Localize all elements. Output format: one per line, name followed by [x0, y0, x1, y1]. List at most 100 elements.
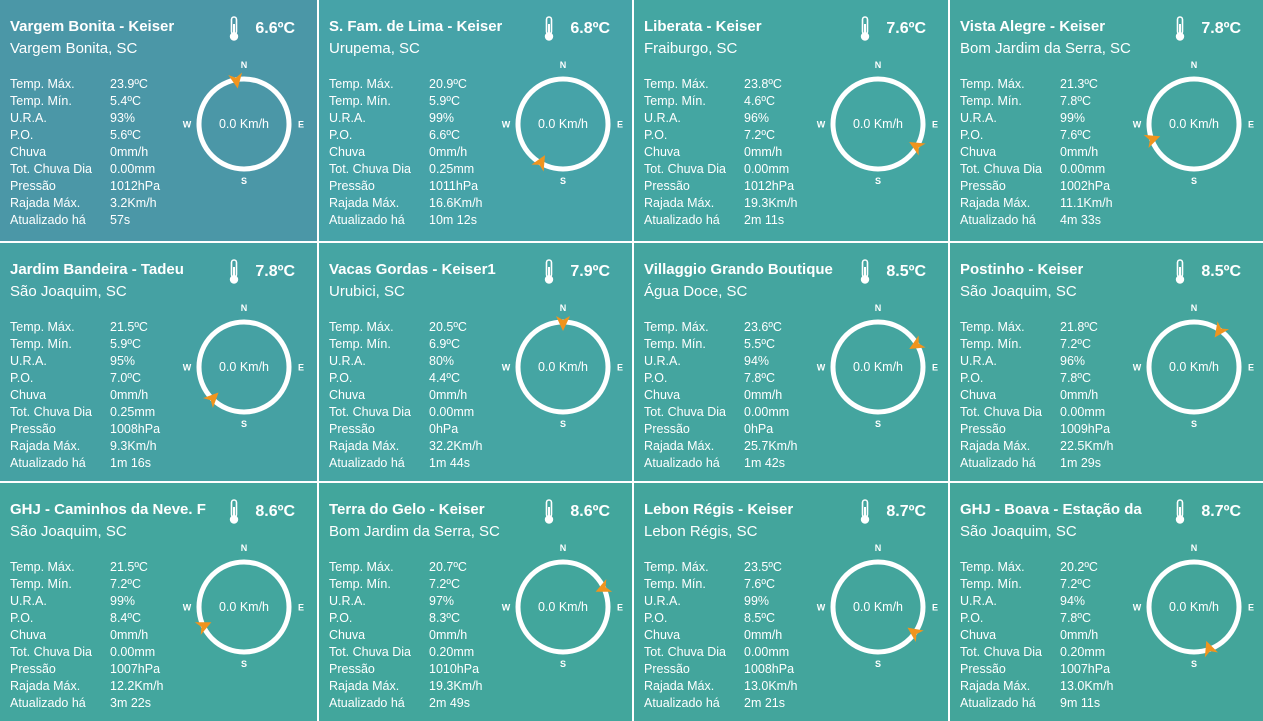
stat-value: 0mm/h: [1060, 145, 1099, 159]
station-card[interactable]: GHJ - Caminhos da Neve. F São Joaquim, SC…: [0, 483, 317, 721]
compass-label-w: W: [183, 120, 192, 130]
station-title[interactable]: Lebon Régis - Keiser: [644, 501, 794, 518]
compass-label-s: S: [241, 176, 247, 186]
stat-label: Temp. Máx.: [960, 320, 1025, 334]
station-title[interactable]: Vacas Gordas - Keiser1: [329, 261, 496, 278]
compass-label-w: W: [817, 603, 826, 613]
stat-label: Atualizado há: [10, 696, 86, 710]
stat-label: Pressão: [329, 422, 375, 436]
temperature-display: 8.6ºC: [223, 499, 295, 525]
stat-row: Rajada Máx. 16.6Km/h: [329, 195, 483, 212]
wind-speed: 0.0 Km/h: [538, 360, 588, 374]
stat-label: Temp. Máx.: [10, 77, 75, 91]
compass-ring: [1146, 76, 1242, 172]
stat-value: 0.00mm: [110, 162, 156, 176]
stat-row: Chuva 0mm/h: [10, 627, 164, 644]
station-title[interactable]: Terra do Gelo - Keiser: [329, 501, 485, 518]
station-card[interactable]: Lebon Régis - Keiser Lebon Régis, SC 8.7ºC…: [634, 483, 948, 721]
station-card[interactable]: Terra do Gelo - Keiser Bom Jardim da Serr…: [319, 483, 632, 721]
stat-value: 99%: [1060, 111, 1086, 125]
stat-row: U.R.A. 96%: [960, 353, 1114, 370]
stat-value: 5.4ºC: [110, 94, 141, 108]
stat-label: Rajada Máx.: [10, 196, 81, 210]
station-card[interactable]: Liberata - Keiser Fraiburgo, SC 7.6ºC Temp.…: [634, 0, 948, 241]
station-title[interactable]: S. Fam. de Lima - Keiser: [329, 18, 503, 35]
stat-label: U.R.A.: [329, 111, 366, 125]
temperature-display: 7.8ºC: [223, 259, 295, 285]
stat-row: Tot. Chuva Dia 0.00mm: [644, 161, 798, 178]
stat-row: Temp. Mín. 5.4ºC: [10, 93, 160, 110]
station-title[interactable]: Postinho - Keiser: [960, 261, 1084, 278]
station-card[interactable]: GHJ - Boava - Estação da São Joaquim, SC 8…: [950, 483, 1263, 721]
compass-ring: [830, 76, 926, 172]
compass-label-e: E: [1248, 363, 1254, 373]
station-stats: Temp. Máx. 21.5ºC Temp. Mín. 5.9ºC U.R.A. 95%…: [10, 319, 160, 472]
compass-label-w: W: [1133, 603, 1142, 613]
stat-value: 4m 33s: [1060, 213, 1101, 227]
station-card[interactable]: Vista Alegre - Keiser Bom Jardim da Serra…: [950, 0, 1263, 241]
wind-compass: N S W E 0.0 Km/h: [500, 301, 626, 433]
stat-row: Atualizado há 2m 21s: [644, 695, 798, 712]
stat-label: Chuva: [329, 145, 366, 159]
station-location: Água Doce, SC: [644, 283, 748, 300]
wind-compass: N S W E 0.0 Km/h: [181, 58, 307, 190]
stat-label: Chuva: [960, 145, 997, 159]
stat-value: 0mm/h: [744, 388, 783, 402]
current-temperature: 7.8ºC: [255, 263, 295, 280]
stat-label: Chuva: [10, 145, 47, 159]
stat-value: 4.4ºC: [429, 371, 460, 385]
wind-compass: N S W E 0.0 Km/h: [1131, 541, 1257, 673]
stat-value: 8.3ºC: [429, 611, 460, 625]
compass-label-s: S: [1191, 419, 1197, 429]
station-location: São Joaquim, SC: [960, 523, 1077, 540]
station-title[interactable]: Villaggio Grando Boutique: [644, 261, 833, 278]
thermometer-icon: [545, 16, 554, 41]
stat-row: Chuva 0mm/h: [329, 144, 483, 161]
compass-label-e: E: [298, 120, 304, 130]
station-card[interactable]: Jardim Bandeira - Tadeu São Joaquim, SC 7.…: [0, 243, 317, 481]
station-card[interactable]: S. Fam. de Lima - Keiser Urupema, SC 6.8ºC…: [319, 0, 632, 241]
stat-value: 0mm/h: [1060, 388, 1099, 402]
station-card[interactable]: Villaggio Grando Boutique Água Doce, SC 8.…: [634, 243, 948, 481]
stat-value: 1002hPa: [1060, 179, 1111, 193]
compass-label-s: S: [875, 419, 881, 429]
station-title[interactable]: Vargem Bonita - Keiser: [10, 18, 175, 35]
stat-label: U.R.A.: [644, 354, 681, 368]
compass-label-w: W: [1133, 363, 1142, 373]
stat-label: Temp. Mín.: [644, 94, 706, 108]
station-title[interactable]: Liberata - Keiser: [644, 18, 762, 35]
compass-ring: [196, 319, 292, 415]
stat-value: 6.6ºC: [429, 128, 460, 142]
stat-value: 0mm/h: [429, 145, 468, 159]
station-card[interactable]: Postinho - Keiser São Joaquim, SC 8.5ºC Tem…: [950, 243, 1263, 481]
station-location: São Joaquim, SC: [960, 283, 1077, 300]
current-temperature: 6.8ºC: [570, 20, 610, 37]
stat-label: P.O.: [10, 371, 34, 385]
stat-value: 5.9ºC: [429, 94, 460, 108]
stat-value: 0mm/h: [744, 628, 783, 642]
stat-label: Atualizado há: [10, 213, 86, 227]
stat-row: P.O. 8.3ºC: [329, 610, 483, 627]
station-card[interactable]: Vacas Gordas - Keiser1 Urubici, SC 7.9ºC Te…: [319, 243, 632, 481]
station-title[interactable]: GHJ - Boava - Estação da: [960, 501, 1142, 518]
stat-value: 0.20mm: [1060, 645, 1106, 659]
stat-value: 7.8ºC: [1060, 611, 1091, 625]
stat-label: Tot. Chuva Dia: [644, 405, 726, 419]
stat-label: Temp. Mín.: [10, 577, 72, 591]
station-title[interactable]: Jardim Bandeira - Tadeu: [10, 261, 184, 278]
stat-row: Temp. Mín. 5.9ºC: [10, 336, 160, 353]
stat-row: Chuva 0mm/h: [10, 387, 160, 404]
stat-value: 10m 12s: [429, 213, 477, 227]
stat-label: P.O.: [644, 611, 668, 625]
temperature-display: 8.5ºC: [854, 259, 926, 285]
stat-row: Temp. Mín. 5.5ºC: [644, 336, 798, 353]
stat-label: Temp. Mín.: [329, 337, 391, 351]
stat-value: 1012hPa: [110, 179, 161, 193]
stat-value: 7.6ºC: [1060, 128, 1091, 142]
station-title[interactable]: GHJ - Caminhos da Neve. F: [10, 501, 206, 518]
station-title[interactable]: Vista Alegre - Keiser: [960, 18, 1106, 35]
station-location: São Joaquim, SC: [10, 283, 127, 300]
stat-label: U.R.A.: [10, 354, 47, 368]
stat-value: 7.2ºC: [1060, 577, 1091, 591]
station-card[interactable]: Vargem Bonita - Keiser Vargem Bonita, SC 6…: [0, 0, 317, 241]
